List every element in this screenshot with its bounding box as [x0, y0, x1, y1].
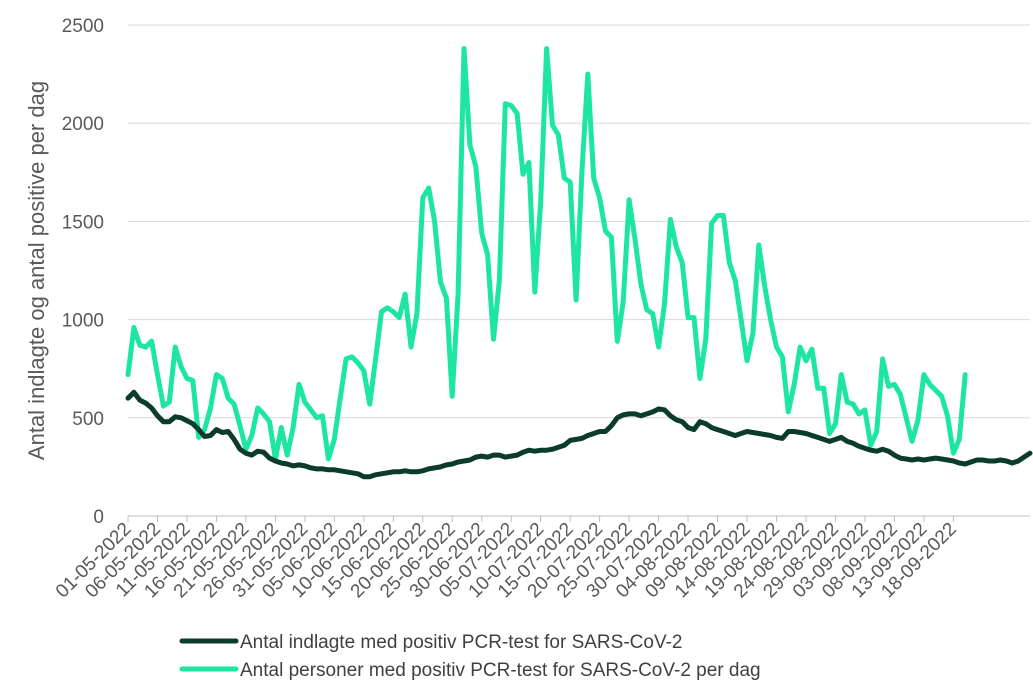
y-tick-label: 2000 — [62, 114, 104, 135]
y-tick-label: 500 — [72, 409, 104, 430]
y-axis-label: Antal indlagte og antal positive per dag — [24, 81, 49, 460]
legend-label-1: Antal indlagte med positiv PCR-test for … — [240, 632, 682, 653]
series-line-2 — [125, 46, 968, 462]
y-tick-label: 2500 — [62, 16, 104, 37]
y-tick-label: 0 — [93, 507, 104, 528]
y-tick-label: 1500 — [62, 212, 104, 233]
y-axis-ticks: 0 500 1000 1500 2000 2500 — [62, 16, 104, 528]
legend: Antal indlagte med positiv PCR-test for … — [179, 632, 761, 681]
x-axis-ticks: 01-05-202206-05-202211-05-202216-05-2022… — [52, 516, 961, 602]
y-tick-label: 1000 — [62, 311, 104, 332]
legend-label-2: Antal personer med positiv PCR-test for … — [240, 660, 761, 681]
series-line-1 — [125, 389, 1033, 480]
series-lines — [125, 46, 1033, 480]
